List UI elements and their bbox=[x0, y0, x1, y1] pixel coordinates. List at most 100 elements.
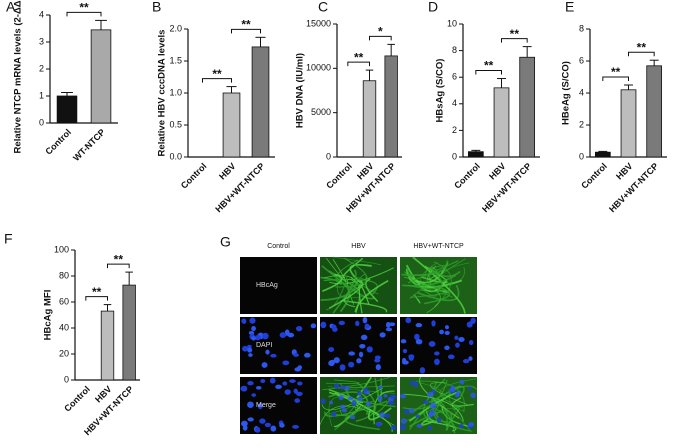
green-fiber bbox=[435, 270, 461, 278]
nucleus bbox=[408, 354, 415, 361]
nucleus bbox=[351, 399, 357, 406]
nucleus bbox=[428, 412, 433, 418]
x-tick-label: Control bbox=[179, 161, 209, 191]
significance-label: ** bbox=[484, 59, 494, 73]
nucleus bbox=[447, 354, 455, 360]
nucleus bbox=[264, 422, 271, 428]
nucleus bbox=[259, 418, 266, 424]
nucleus bbox=[415, 323, 423, 328]
nucleus bbox=[384, 413, 391, 418]
nucleus bbox=[329, 400, 334, 405]
nucleus bbox=[339, 385, 347, 390]
nucleus bbox=[241, 420, 248, 427]
nucleus bbox=[333, 383, 340, 389]
nucleus bbox=[416, 423, 423, 428]
nucleus bbox=[241, 318, 247, 324]
nucleus bbox=[359, 343, 366, 349]
nucleus bbox=[402, 348, 408, 354]
bar bbox=[384, 55, 398, 158]
bar bbox=[519, 56, 536, 158]
nucleus bbox=[390, 425, 397, 431]
nucleus bbox=[356, 358, 362, 364]
y-axis-title: HBcAg MFI bbox=[43, 290, 54, 341]
panel-letter: G bbox=[220, 234, 231, 250]
nucleus bbox=[470, 392, 476, 399]
green-fiber bbox=[333, 405, 362, 428]
green-fiber bbox=[451, 397, 474, 407]
nucleus bbox=[436, 416, 442, 424]
bar bbox=[222, 92, 241, 158]
x-tick-label: Control bbox=[324, 161, 354, 191]
y-tick-label: 2.0 bbox=[169, 23, 182, 33]
bar bbox=[90, 29, 112, 124]
panel-letter: B bbox=[152, 0, 161, 15]
y-tick-label: 0 bbox=[326, 151, 331, 161]
y-tick-label: 1.5 bbox=[169, 55, 182, 65]
nucleus bbox=[294, 367, 302, 372]
nucleus bbox=[468, 356, 473, 361]
bar bbox=[620, 89, 637, 158]
y-tick-label: 5000 bbox=[311, 107, 331, 117]
nucleus bbox=[455, 342, 460, 348]
nucleus bbox=[444, 345, 450, 350]
bar bbox=[467, 151, 484, 158]
green-fiber bbox=[365, 278, 379, 303]
y-axis-title: HBeAg (S/CO) bbox=[561, 61, 572, 125]
nucleus bbox=[265, 349, 270, 355]
row-label: Merge bbox=[256, 402, 276, 409]
green-fiber bbox=[328, 280, 364, 309]
nucleus bbox=[434, 351, 440, 356]
micrograph bbox=[400, 317, 477, 374]
nucleus bbox=[428, 425, 433, 431]
y-tick-label: 8 bbox=[579, 23, 584, 33]
micrograph bbox=[400, 256, 477, 314]
nucleus bbox=[383, 393, 388, 398]
green-fiber bbox=[323, 278, 378, 295]
nucleus bbox=[251, 336, 256, 341]
nucleus bbox=[279, 423, 285, 428]
nucleus bbox=[431, 389, 436, 394]
nucleus bbox=[415, 414, 420, 418]
nucleus bbox=[260, 378, 266, 384]
x-tick-label: Control bbox=[62, 384, 92, 414]
bar bbox=[56, 95, 78, 124]
significance-bracket bbox=[369, 35, 392, 41]
nucleus bbox=[467, 386, 472, 391]
nucleus bbox=[292, 424, 299, 429]
y-tick-label: 4 bbox=[579, 87, 584, 97]
green-fiber bbox=[412, 256, 466, 314]
nucleus bbox=[409, 380, 415, 386]
nucleus bbox=[468, 422, 475, 427]
nucleus bbox=[358, 351, 364, 358]
panel-letter: A bbox=[6, 0, 16, 15]
y-axis-title: Relative HBV cccDNA levels bbox=[157, 30, 168, 157]
nucleus bbox=[294, 398, 300, 403]
green-fiber bbox=[358, 284, 370, 314]
green-fiber bbox=[409, 410, 453, 432]
nucleus bbox=[282, 360, 290, 366]
nucleus bbox=[251, 326, 256, 332]
micrograph-bg bbox=[400, 317, 477, 374]
y-axis-title: Relative NTCP mRNA levels (2-ΔΔCT) bbox=[13, 0, 24, 153]
nucleus bbox=[454, 392, 460, 398]
nucleus bbox=[388, 322, 396, 327]
nucleus bbox=[408, 408, 415, 414]
nucleus bbox=[331, 411, 337, 417]
green-fiber bbox=[415, 380, 465, 413]
x-tick-label: HBV bbox=[614, 161, 635, 182]
green-fiber bbox=[323, 275, 360, 314]
micrograph-bg bbox=[240, 317, 317, 374]
y-tick-label: 40 bbox=[59, 322, 69, 332]
significance-bracket bbox=[347, 61, 370, 67]
y-axis-title: HBV DNA (IU/ml) bbox=[295, 53, 306, 128]
nucleus bbox=[385, 327, 393, 332]
y-tick-label: 6 bbox=[452, 72, 457, 82]
green-fiber bbox=[409, 404, 456, 434]
nucleus bbox=[459, 423, 464, 429]
significance-label: ** bbox=[510, 27, 520, 41]
nucleus bbox=[428, 341, 436, 347]
nucleus bbox=[270, 353, 277, 358]
green-fiber bbox=[403, 271, 439, 297]
panel-letter: F bbox=[4, 231, 13, 247]
nucleus bbox=[378, 385, 383, 390]
